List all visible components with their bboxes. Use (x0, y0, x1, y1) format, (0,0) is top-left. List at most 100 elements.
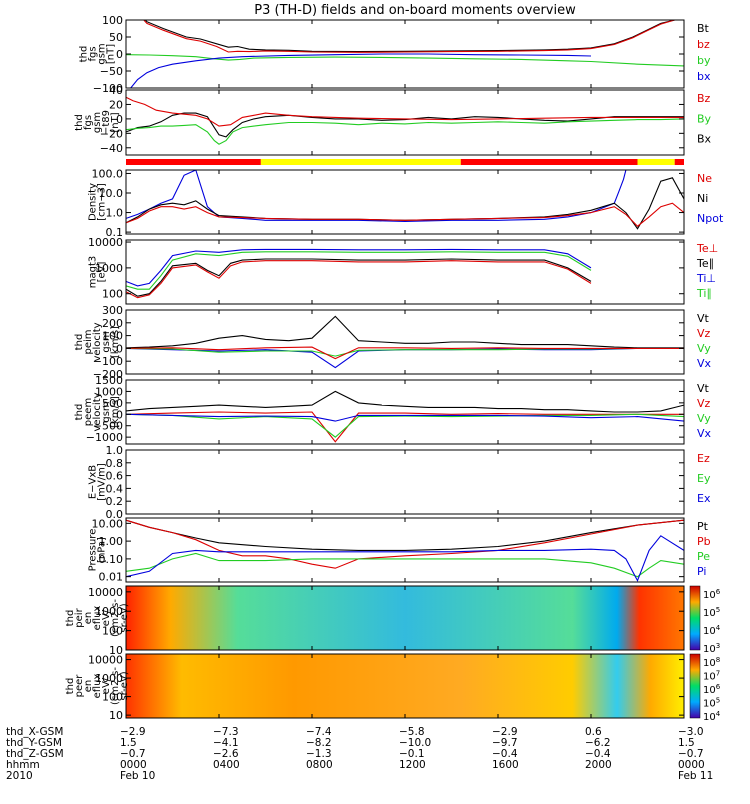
orbit-value: 0800 (306, 759, 333, 771)
y-axis-label: thd (79, 46, 90, 63)
series-Ti⊥ (126, 248, 592, 287)
legend-Pt: Pt (697, 520, 709, 533)
y-axis-label: [km/s] (110, 396, 121, 428)
series-Vz (126, 346, 684, 360)
legend-Ti⊥: Ti⊥ (696, 272, 716, 285)
legend-Vz: Vz (697, 327, 711, 340)
series-Vt (126, 315, 684, 349)
orbit-value: −0.4 (585, 748, 611, 760)
y-tick-label: 0 (116, 342, 123, 355)
y-axis-label: thd (74, 114, 85, 131)
y-axis-label: velocity (92, 322, 103, 361)
y-tick-label: 100 (102, 330, 123, 343)
y-tick-label: 100 (102, 288, 123, 301)
orbit-value: −3.0 (678, 726, 704, 738)
y-tick-label: 0.1 (106, 226, 124, 239)
legend-bx: bx (697, 70, 711, 83)
y-axis-label: [nPa] (97, 537, 108, 563)
y-axis-label: Density (88, 183, 99, 221)
y-tick-label: 0.01 (99, 571, 124, 584)
y-tick-label: 100.0 (92, 167, 124, 180)
y-tick-label: 10000 (88, 236, 123, 249)
y-tick-label: 0.0 (106, 508, 124, 521)
y-tick-label: 0 (116, 113, 123, 126)
y-tick-label: 10000 (88, 586, 123, 599)
legend-Vx: Vx (697, 427, 712, 440)
y-axis-label: eV/ (101, 677, 112, 694)
orbit-value: −8.2 (306, 737, 332, 749)
colorbar-peir-spec (689, 585, 701, 651)
legend-Npot: Npot (697, 212, 724, 225)
legend-Vt: Vt (697, 382, 710, 395)
orbit-value: 0000 (120, 759, 147, 771)
legend-Vx: Vx (697, 357, 712, 370)
series-Bt (144, 20, 684, 53)
panel-efield: 1.00.80.60.40.20.0 E−VxB[mV/m] Ez Ey Ex (88, 444, 711, 521)
orbit-value: −5.8 (399, 726, 425, 738)
orbit-value: 1200 (399, 759, 426, 771)
colorbar-peer-spec (689, 653, 701, 719)
y-tick-label: 10000 (88, 654, 123, 667)
y-tick-label: 200 (102, 317, 123, 330)
y-tick-label: 0.8 (106, 457, 124, 470)
series-Pb (126, 519, 684, 569)
legend-bz: bz (697, 38, 710, 51)
panel-frame (125, 89, 685, 156)
y-tick-label: 1500 (95, 374, 123, 387)
y-axis-label: [nT] (110, 112, 121, 132)
legend-Te⊥: Te⊥ (696, 242, 718, 255)
mode-bar-segment (674, 159, 684, 165)
y-axis-label: thd (65, 678, 76, 695)
orbit-row-label: thd_X-GSM (6, 726, 63, 738)
y-tick-label: 10.0 (99, 187, 124, 200)
mode-bar-segment (260, 159, 461, 165)
legend-Bx: Bx (697, 133, 712, 146)
orbit-value: 1.5 (120, 737, 137, 749)
colorbar-label: 106 (703, 683, 721, 696)
series-bz (143, 20, 684, 53)
y-axis-label: velocity (92, 392, 103, 431)
orbit-value: −2.9 (492, 726, 518, 738)
y-axis-label: thd (65, 610, 76, 627)
orbit-value: −0.1 (399, 748, 425, 760)
legend-Vy: Vy (697, 342, 711, 355)
y-tick-label: 100 (102, 625, 123, 638)
y-tick-label: 500 (102, 397, 123, 410)
y-tick-label: 0 (116, 48, 123, 61)
y-tick-label: 100 (102, 14, 123, 27)
orbit-value: −6.2 (585, 737, 611, 749)
orbit-value: 0400 (213, 759, 240, 771)
legend-Ex: Ex (697, 492, 711, 505)
legend-By: By (697, 112, 712, 125)
orbit-value: 0.6 (585, 726, 602, 738)
y-axis-label: peir (74, 607, 85, 627)
series-By (126, 118, 684, 145)
colorbar-label: 104 (703, 624, 721, 637)
y-axis-label: E−VxB (88, 465, 99, 499)
year-label: 2010 (6, 770, 33, 782)
y-axis-label: magt3 (88, 256, 99, 289)
y-axis-label: Pressure (88, 529, 99, 572)
y-tick-label: 1.00 (99, 535, 124, 548)
y-axis-label: peim (83, 329, 94, 354)
colorbar-label: 103 (703, 642, 720, 655)
legend-Ez: Ez (697, 452, 710, 465)
orbit-value: −0.7 (678, 748, 704, 760)
y-tick-label: −50 (100, 65, 123, 78)
y-tick-label: 1000 (95, 672, 123, 685)
y-tick-label: 1.0 (106, 207, 124, 220)
orbit-value: 2000 (585, 759, 612, 771)
orbit-value: −9.7 (492, 737, 518, 749)
y-axis-label: gsm (101, 331, 112, 352)
y-axis-label: (cm2-s- (110, 667, 121, 705)
date-end-label: Feb 11 (678, 770, 713, 782)
y-tick-label: 0 (116, 408, 123, 421)
y-tick-label: 0.10 (99, 553, 124, 566)
series-bx (130, 53, 592, 88)
colorbar-label: 108 (703, 656, 720, 669)
mode-bar-segment (126, 159, 261, 165)
